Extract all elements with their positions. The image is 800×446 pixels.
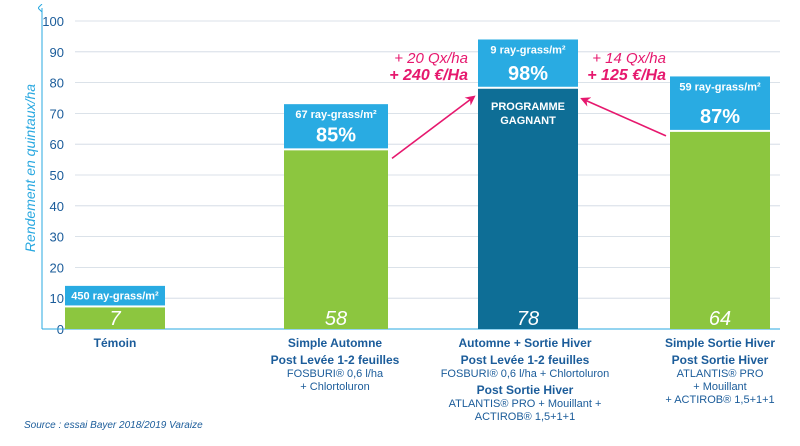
bar-value-label: 58: [325, 308, 347, 330]
gain-arrow: [391, 95, 476, 159]
y-axis-label: Rendement en quintaux/ha: [22, 83, 38, 253]
category-subtitle-2: Post Sortie Hiver: [476, 383, 574, 397]
y-tick-label: 90: [50, 45, 64, 60]
ray-grass-count: 59 ray-grass/m²: [679, 81, 761, 93]
gain-euro: + 240 €/Ha: [389, 67, 468, 84]
y-tick-label: 10: [50, 291, 64, 306]
efficacy-box: [65, 285, 165, 306]
gain-annotation-1: + 20 Qx/ha + 240 €/Ha: [330, 50, 468, 84]
category-label-simple-automne: Simple Automne Post Levée 1-2 feuilles F…: [250, 336, 420, 394]
y-tick-label: 30: [50, 230, 64, 245]
gain-annotation-2: + 14 Qx/ha + 125 €/Ha: [540, 50, 666, 84]
gain-arrow: [580, 97, 667, 137]
bars: 7 450 ray-grass/m² 58 67 ray-grass/m² 85% 78 9…: [65, 39, 770, 330]
source-note: Source : essai Bayer 2018/2019 Varaize: [24, 420, 203, 431]
efficacy-box: [478, 39, 578, 87]
winning-program-label: GAGNANT: [500, 115, 556, 127]
category-label-temoin: Témoin: [70, 336, 160, 351]
bar: [670, 131, 770, 329]
category-subtitle: Post Sortie Hiver: [671, 353, 769, 367]
category-line: FOSBURI® 0,6 l/ha: [286, 368, 384, 380]
efficacy-box: [284, 104, 388, 149]
category-title: Simple Sortie Hiver: [664, 336, 776, 350]
gain-arrows: [391, 95, 667, 159]
efficacy-percent: 85%: [316, 124, 356, 146]
bar: [284, 150, 388, 329]
category-line: ATLANTIS® PRO: [676, 368, 764, 380]
category-line: + Chlortoluron: [300, 381, 370, 393]
category-title: Automne + Sortie Hiver: [458, 336, 592, 350]
y-tick-label: 70: [50, 106, 64, 121]
y-tick-label: 100: [42, 14, 64, 29]
y-tick-label: 60: [50, 137, 64, 152]
category-title: Simple Automne: [287, 336, 383, 350]
y-tick-label: 50: [50, 168, 64, 183]
bar: [478, 88, 578, 329]
y-tick-label: 20: [50, 260, 64, 275]
gain-euro: + 125 €/Ha: [587, 67, 666, 84]
category-line: + Mouillant: [693, 381, 747, 393]
y-tick-label: 40: [50, 199, 64, 214]
bar-value-label: 64: [709, 308, 731, 330]
winning-program-label: PROGRAMME: [491, 101, 565, 113]
ray-grass-count: 67 ray-grass/m²: [295, 109, 377, 121]
category-subtitle: Post Levée 1-2 feuilles: [270, 353, 400, 367]
category-label-automne-sortie-hiver: Automne + Sortie Hiver Post Levée 1-2 fe…: [420, 336, 630, 424]
bar-value-label: 7: [109, 308, 121, 330]
y-axis: 0102030405060708090100: [42, 8, 780, 337]
bar-value-label: 78: [517, 308, 539, 330]
category-line: ACTIROB® 1,5+1+1: [474, 411, 576, 423]
category-title: Témoin: [93, 336, 137, 350]
gain-qx: + 14 Qx/ha: [592, 50, 666, 67]
gain-qx: + 20 Qx/ha: [394, 50, 468, 67]
category-label-simple-sortie-hiver: Simple Sortie Hiver Post Sortie Hiver AT…: [640, 336, 800, 407]
category-line: FOSBURI® 0,6 l/ha + Chlortoluron: [440, 368, 610, 380]
gridlines: [75, 20, 780, 299]
ray-grass-count: 450 ray-grass/m²: [71, 291, 159, 303]
efficacy-percent: 98%: [508, 63, 548, 85]
category-line: + ACTIROB® 1,5+1+1: [665, 394, 775, 406]
category-line: ATLANTIS® PRO + Mouillant +: [448, 398, 602, 410]
bar: [65, 307, 165, 329]
efficacy-box: [670, 76, 770, 130]
category-subtitle: Post Levée 1-2 feuilles: [460, 353, 590, 367]
efficacy-percent: 87%: [700, 106, 740, 128]
ray-grass-count: 9 ray-grass/m²: [490, 44, 566, 56]
y-tick-label: 80: [50, 76, 64, 91]
